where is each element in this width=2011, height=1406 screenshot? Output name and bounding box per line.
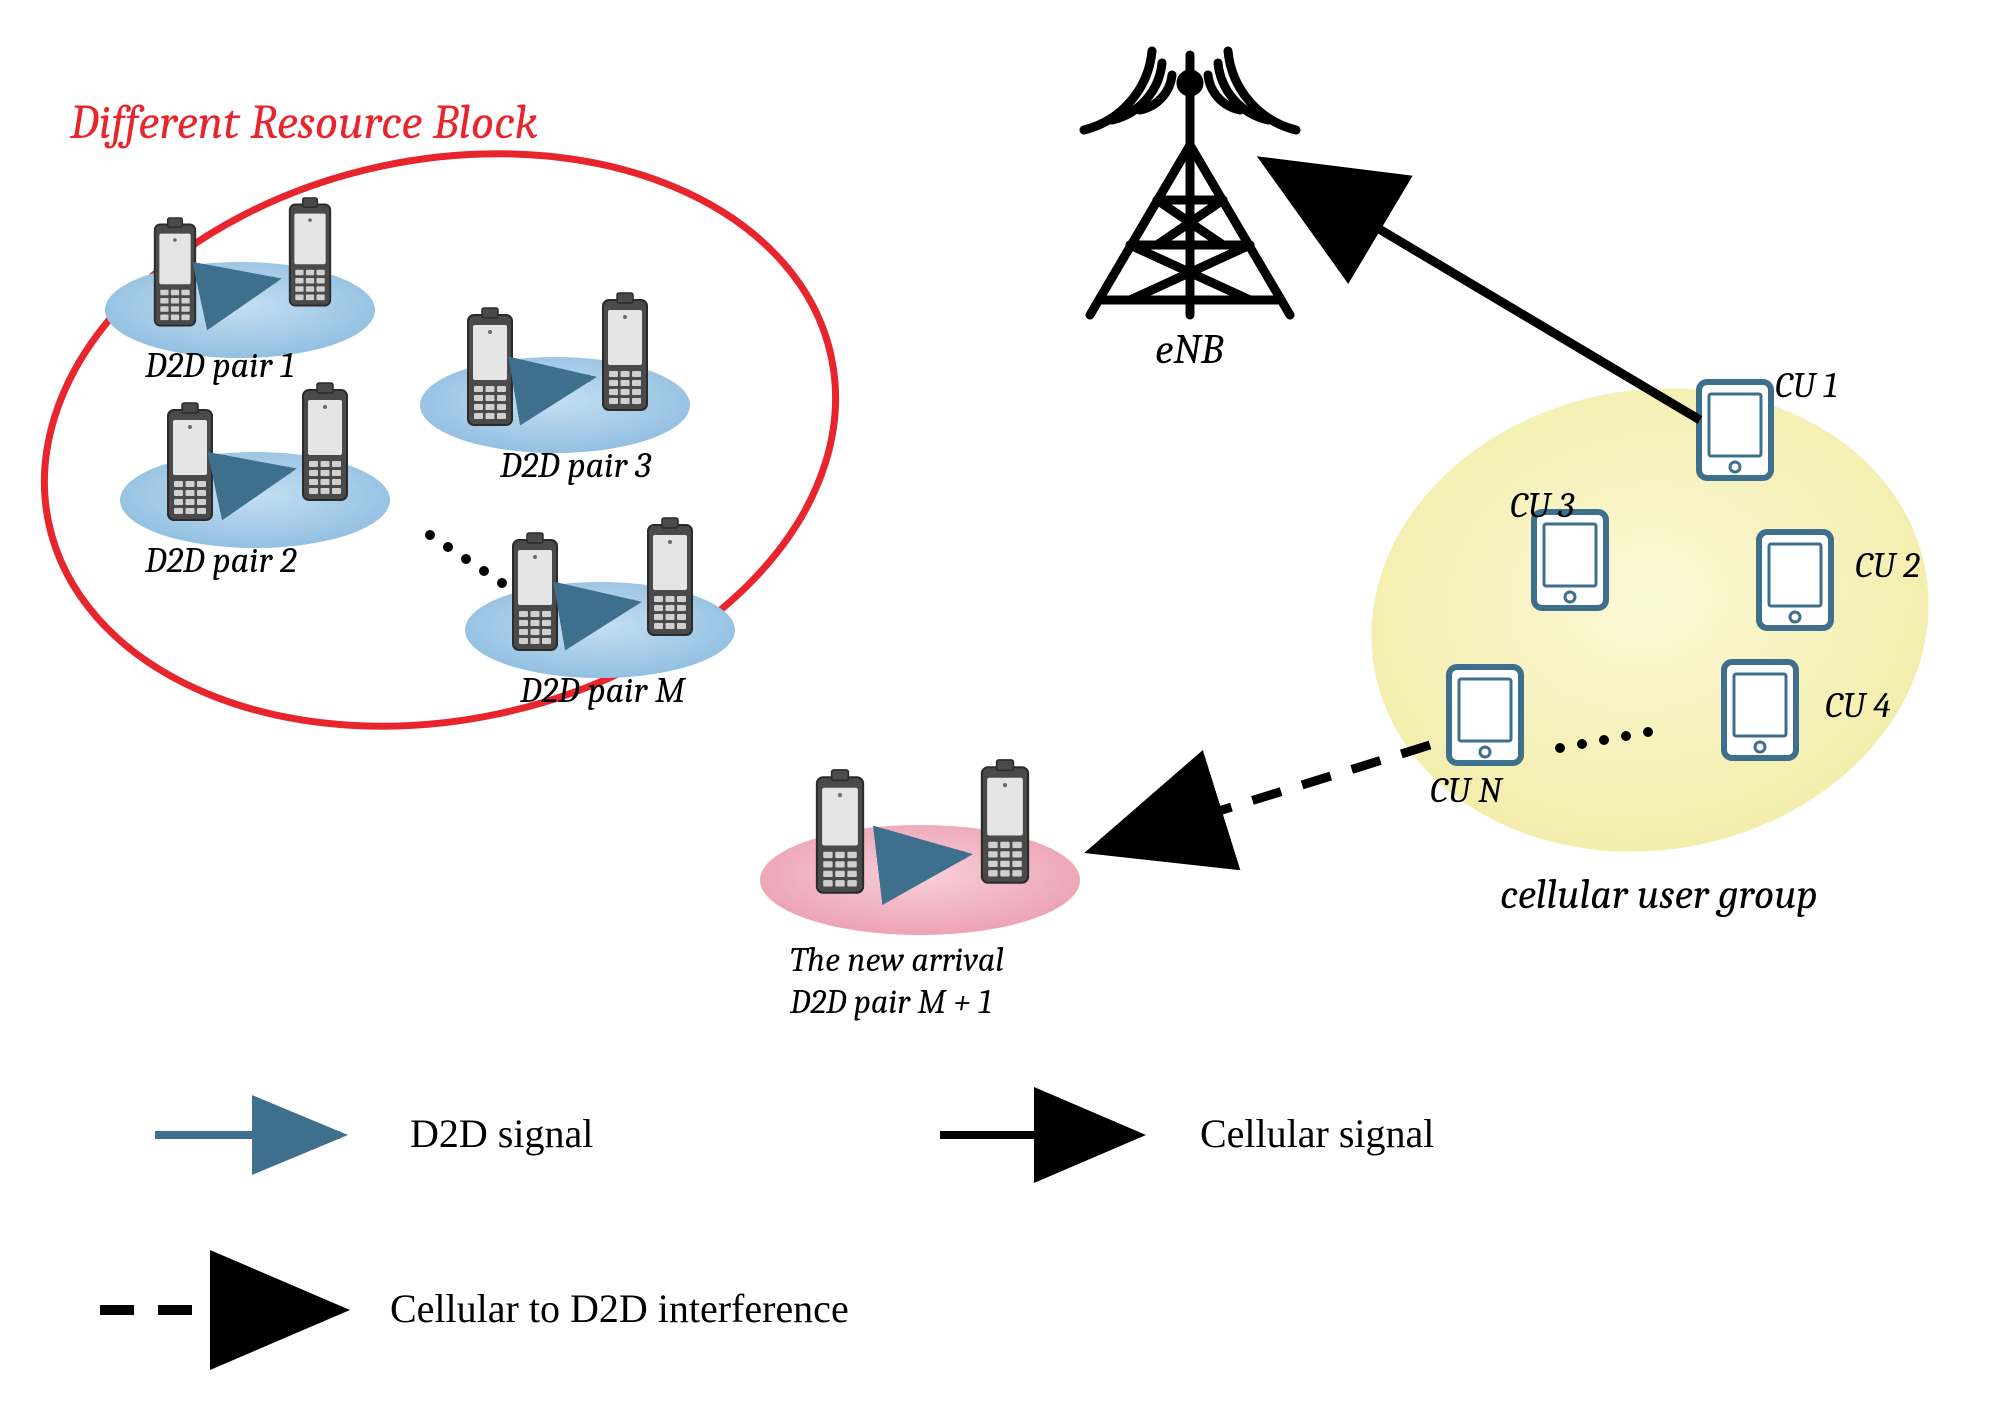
interference-arrow bbox=[1110, 745, 1430, 845]
d2d-pair-2 bbox=[120, 383, 390, 548]
cu-2-label: CU 2 bbox=[1855, 545, 1920, 586]
cu-2-icon bbox=[1759, 532, 1831, 628]
cu-4-label: CU 4 bbox=[1825, 685, 1891, 726]
d2d-pair-m-label: D2D pair M bbox=[520, 670, 685, 711]
legend-interference-label: Cellular to D2D interference bbox=[390, 1285, 849, 1332]
cellular-group-label: cellular user group bbox=[1500, 870, 1818, 919]
cu-n-icon bbox=[1449, 667, 1521, 763]
diagram-canvas bbox=[0, 0, 2011, 1406]
cu-3-icon bbox=[1534, 512, 1606, 608]
d2d-pair-new bbox=[760, 760, 1080, 935]
cu-n-label: CU N bbox=[1430, 770, 1502, 811]
cellular-group-pad bbox=[1334, 345, 1965, 895]
enb-label: eNB bbox=[1155, 325, 1223, 374]
enb-tower-icon bbox=[1084, 51, 1296, 315]
cu-1-label: CU 1 bbox=[1775, 365, 1837, 406]
cellular-signal-arrow bbox=[1280, 170, 1700, 420]
cu-3-label: CU 3 bbox=[1510, 485, 1574, 526]
d2d-pair-3 bbox=[420, 293, 690, 453]
d2d-pair-m bbox=[465, 518, 735, 678]
cu-4-icon bbox=[1724, 662, 1796, 758]
new-arrival-label-1: The new arrival bbox=[790, 940, 1004, 980]
legend-cellular-label: Cellular signal bbox=[1200, 1110, 1434, 1157]
legend-d2d-label: D2D signal bbox=[410, 1110, 593, 1157]
d2d-ellipsis-dots bbox=[425, 530, 507, 588]
new-arrival-label-2: D2D pair M + 1 bbox=[790, 982, 992, 1022]
d2d-pair-1-label: D2D pair 1 bbox=[145, 345, 294, 386]
resource-block-title: Different Resource Block bbox=[70, 95, 538, 150]
d2d-pair-1 bbox=[105, 198, 375, 358]
d2d-pair-3-label: D2D pair 3 bbox=[500, 445, 651, 486]
cu-1-icon bbox=[1699, 382, 1771, 478]
resource-block-ellipse bbox=[0, 83, 889, 797]
d2d-pair-2-label: D2D pair 2 bbox=[145, 540, 297, 581]
